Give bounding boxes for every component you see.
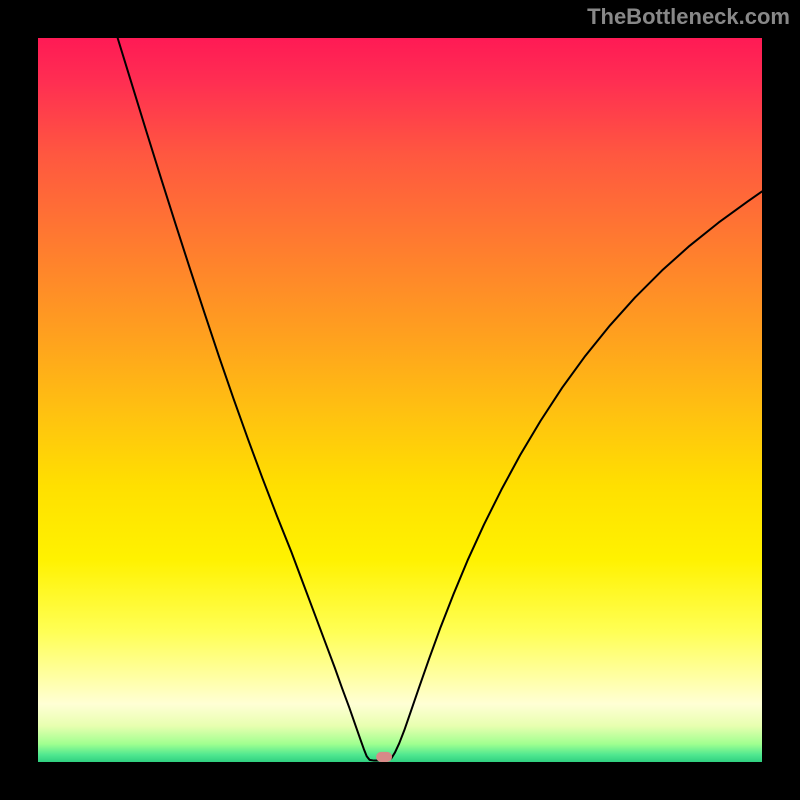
watermark-text: TheBottleneck.com	[587, 4, 790, 29]
optimal-marker	[376, 752, 392, 762]
bottleneck-chart: TheBottleneck.com	[0, 0, 800, 800]
plot-background	[38, 38, 762, 762]
